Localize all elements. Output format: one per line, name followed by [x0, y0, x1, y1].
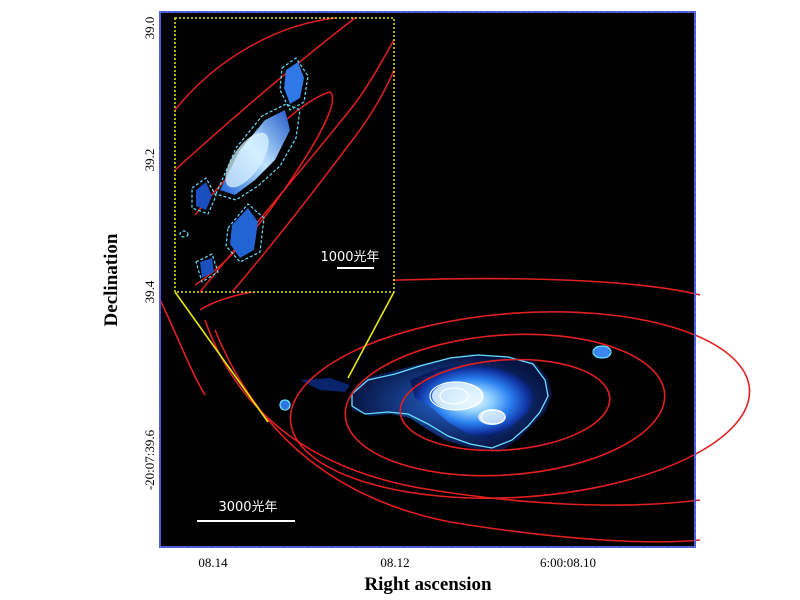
white-contours: [429, 381, 506, 425]
axes-frame: [159, 11, 696, 548]
x-axis-title: Right ascension: [364, 574, 492, 595]
y-tick-label: 39.0: [142, 17, 157, 40]
y-tick-label: 39.4: [142, 280, 157, 303]
inset-scale-label: 1000光年: [320, 250, 379, 265]
main-scale-label: 3000光年: [218, 500, 277, 515]
cyan-contours: [279, 345, 612, 449]
y-tick-labels: 39.0 39.2 39.4 -20:07:39.6: [142, 17, 157, 491]
x-tick-labels: 08.14 08.12 6:00:08.10: [198, 555, 596, 570]
red-contours: [159, 277, 751, 543]
main-scale-bar: 3000光年: [197, 500, 295, 522]
inset-panel: 1000光年: [174, 17, 395, 293]
x-tick-label: 6:00:08.10: [540, 555, 596, 570]
x-tick-label: 08.12: [380, 555, 409, 570]
x-tick-label: 08.14: [198, 555, 228, 570]
y-tick-label: -20:07:39.6: [142, 429, 157, 490]
inset-connectors: [174, 291, 395, 423]
y-tick-label: 39.2: [142, 149, 157, 172]
y-axis-title: Declination: [101, 233, 122, 326]
